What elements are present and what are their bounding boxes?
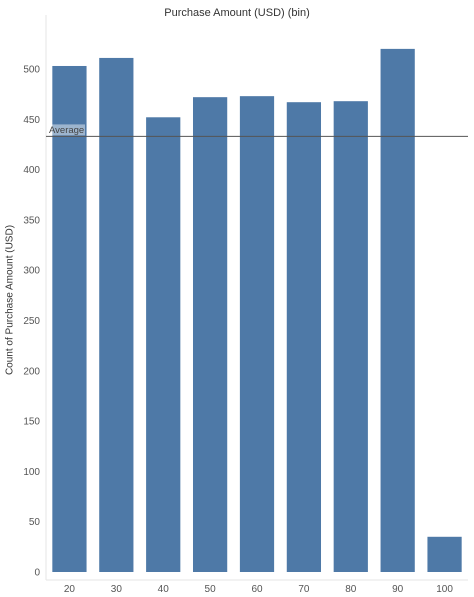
bar-20 (52, 65, 87, 573)
x-tick-label: 20 (64, 584, 76, 595)
y-tick-label: 250 (23, 316, 40, 327)
bar-70 (286, 102, 322, 572)
average-label-bg (47, 124, 85, 136)
y-tick-label: 500 (23, 65, 40, 76)
y-tick-label: 150 (23, 417, 40, 428)
x-tick-label: 90 (392, 584, 404, 595)
bar-90 (380, 48, 415, 572)
y-tick-label: 50 (29, 517, 41, 528)
average-label: Average (49, 125, 84, 136)
y-tick-label: 100 (23, 467, 40, 478)
y-tick-label: 0 (34, 568, 40, 579)
x-tick-label: 60 (251, 584, 263, 595)
y-tick-label: 400 (23, 165, 40, 176)
bar-40 (146, 117, 181, 573)
bar-50 (192, 97, 228, 572)
chart-title: Purchase Amount (USD) (bin) (164, 7, 310, 19)
bar-80 (333, 101, 368, 572)
y-tick-label: 350 (23, 215, 40, 226)
x-tick-label: 70 (298, 584, 310, 595)
x-tick-label: 80 (345, 584, 357, 595)
y-tick-label: 450 (23, 115, 40, 126)
x-tick-label: 30 (111, 584, 123, 595)
x-tick-label: 100 (436, 584, 453, 595)
x-tick-label: 50 (205, 584, 217, 595)
x-tick-label: 40 (158, 584, 170, 595)
bar-100 (427, 536, 462, 572)
y-tick-label: 200 (23, 366, 40, 377)
y-tick-label: 300 (23, 266, 40, 277)
bar-60 (239, 96, 275, 573)
bar-30 (99, 57, 134, 572)
